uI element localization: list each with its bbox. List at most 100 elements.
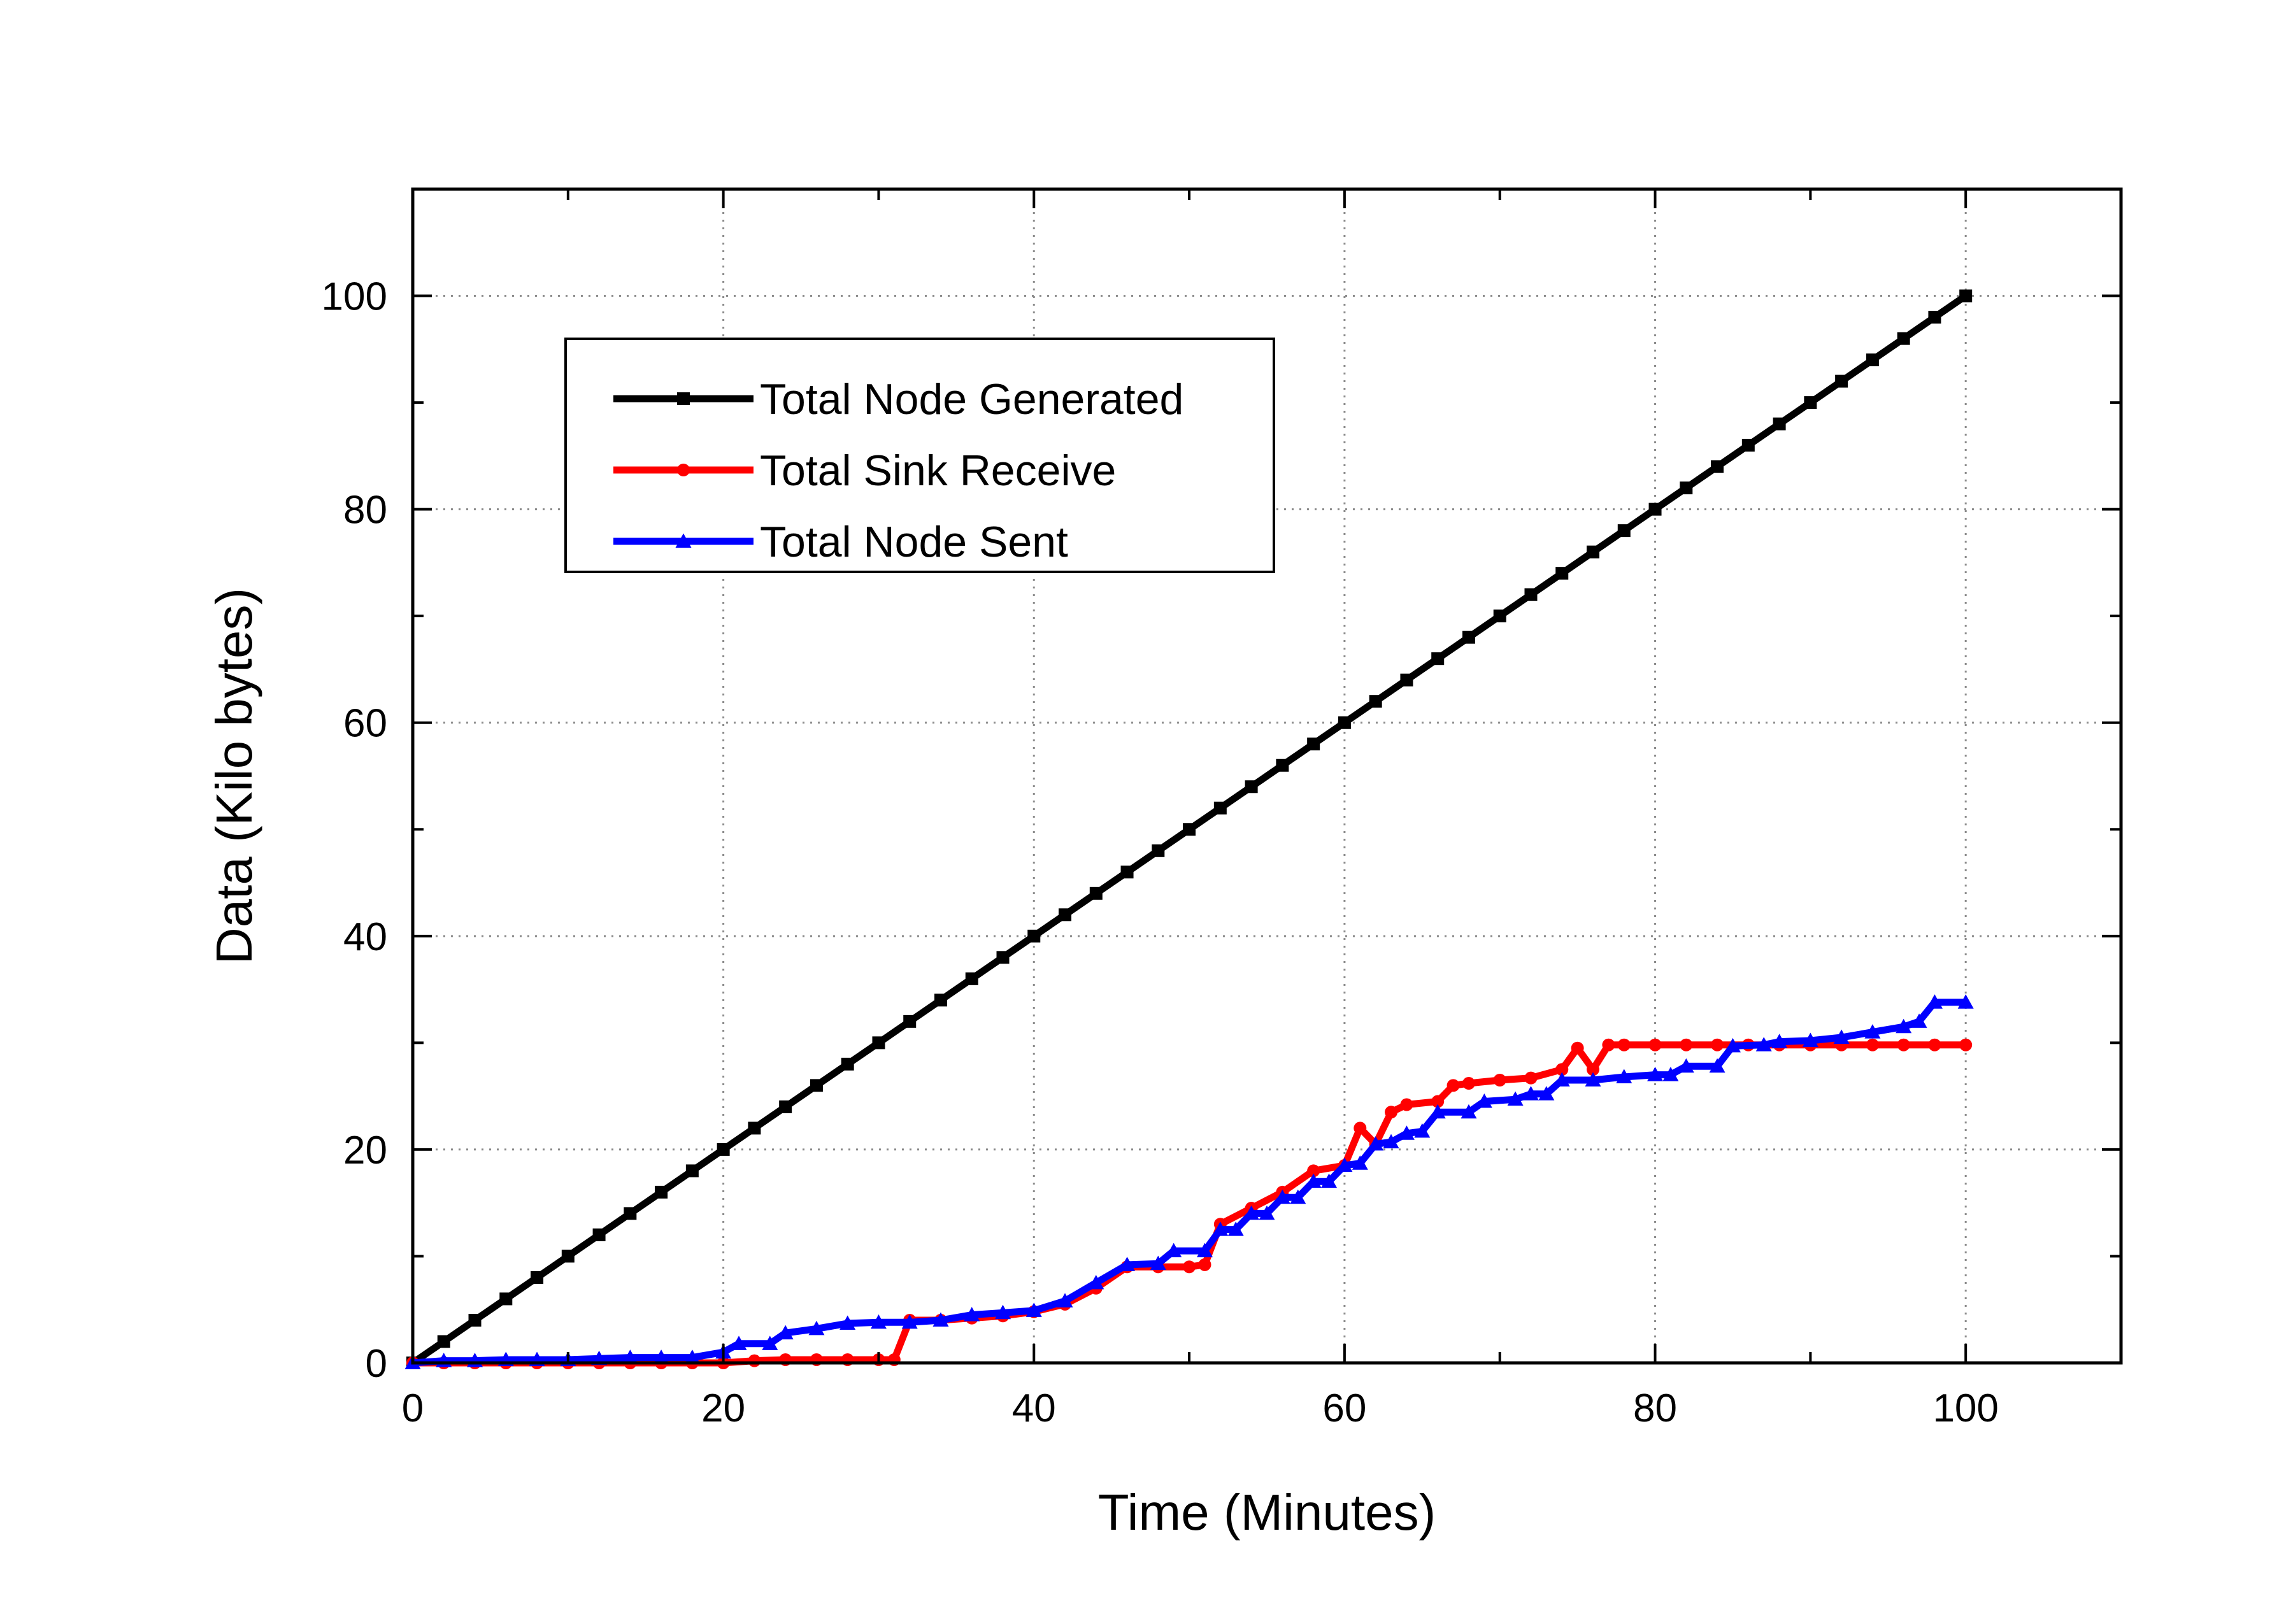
data-point-marker bbox=[1290, 1189, 1306, 1204]
data-point-marker bbox=[1431, 652, 1445, 666]
legend-label: Total Sink Receive bbox=[760, 446, 1116, 495]
data-point-marker bbox=[1711, 1038, 1724, 1051]
data-point-marker bbox=[1305, 1173, 1322, 1188]
data-point-marker bbox=[901, 1314, 918, 1329]
data-point-marker bbox=[1524, 1071, 1538, 1085]
data-point-marker bbox=[1959, 289, 1973, 303]
data-point-marker bbox=[1025, 1302, 1042, 1317]
data-point-marker bbox=[1227, 1222, 1244, 1236]
series-layer bbox=[404, 289, 1974, 1369]
data-point-marker bbox=[1276, 759, 1289, 772]
legend-item: Total Node Sent bbox=[613, 518, 1068, 566]
data-point-marker bbox=[995, 1304, 1011, 1320]
data-point-marker bbox=[1088, 1274, 1104, 1290]
data-point-marker bbox=[841, 1057, 854, 1071]
legend-label: Total Node Sent bbox=[760, 518, 1068, 566]
data-point-marker bbox=[1354, 1122, 1367, 1135]
data-point-marker bbox=[1959, 1038, 1973, 1051]
data-point-marker bbox=[1866, 353, 1879, 367]
data-point-marker bbox=[1662, 1067, 1679, 1081]
legend: Total Node Generated Total Sink Receive To… bbox=[564, 338, 1275, 573]
data-point-marker bbox=[1120, 865, 1134, 879]
data-point-marker bbox=[1587, 1063, 1600, 1076]
data-point-marker bbox=[1385, 1106, 1398, 1119]
data-point-marker bbox=[870, 1314, 887, 1329]
data-point-marker bbox=[872, 1036, 885, 1050]
legend-box bbox=[564, 338, 1275, 573]
data-point-marker bbox=[1554, 1072, 1570, 1087]
data-point-marker bbox=[1647, 1067, 1664, 1081]
y-tick-label: 40 bbox=[343, 915, 387, 959]
data-point-marker bbox=[1321, 1173, 1338, 1188]
data-point-marker bbox=[1150, 1255, 1166, 1271]
data-point-marker bbox=[1462, 630, 1475, 644]
data-point-marker bbox=[1507, 1091, 1524, 1106]
data-point-marker bbox=[1461, 1104, 1477, 1119]
data-point-marker bbox=[1213, 801, 1227, 815]
data-point-marker bbox=[779, 1100, 792, 1113]
data-point-marker bbox=[1198, 1258, 1211, 1271]
x-tick-label: 60 bbox=[1322, 1386, 1366, 1430]
series-square-group bbox=[406, 289, 1973, 1369]
data-point-marker bbox=[1493, 1074, 1506, 1087]
data-point-marker bbox=[1709, 1058, 1725, 1073]
data-point-marker bbox=[1602, 1038, 1615, 1051]
data-point-marker bbox=[1431, 1095, 1445, 1108]
axis-ticks: 0 20 40 60 80 100 0 20 40 60 80 100 bbox=[322, 188, 2122, 1430]
data-point-marker bbox=[685, 1164, 699, 1178]
x-tick-label: 20 bbox=[701, 1386, 745, 1430]
data-point-marker bbox=[1307, 737, 1320, 751]
data-point-marker bbox=[1400, 1098, 1413, 1111]
data-point-marker bbox=[624, 1207, 637, 1220]
data-point-marker bbox=[810, 1079, 823, 1092]
data-point-marker bbox=[777, 1325, 794, 1340]
data-point-marker bbox=[1864, 1024, 1881, 1039]
series-triangle-group bbox=[404, 994, 1974, 1369]
data-point-marker bbox=[1089, 887, 1103, 900]
data-point-marker bbox=[1711, 460, 1724, 473]
data-point-marker bbox=[1522, 1086, 1539, 1100]
plot-frame bbox=[411, 187, 2123, 1365]
x-axis-title: Time (Minutes) bbox=[1098, 1484, 1436, 1541]
data-point-marker bbox=[903, 1015, 917, 1028]
data-point-marker bbox=[1414, 1123, 1431, 1138]
y-tick-label: 100 bbox=[322, 275, 387, 319]
data-point-marker bbox=[531, 1271, 544, 1284]
data-point-marker bbox=[1555, 1063, 1569, 1076]
y-tick-label: 20 bbox=[343, 1129, 387, 1172]
data-point-marker bbox=[1429, 1104, 1446, 1119]
data-point-marker bbox=[1336, 1157, 1353, 1172]
data-point-marker bbox=[1383, 1134, 1399, 1149]
data-point-marker bbox=[934, 994, 947, 1007]
data-point-marker bbox=[1616, 1069, 1632, 1083]
y-tick-label: 0 bbox=[366, 1342, 387, 1386]
data-point-marker bbox=[1152, 844, 1165, 857]
legend-item: Total Node Generated bbox=[613, 375, 1183, 424]
data-point-marker bbox=[437, 1335, 450, 1348]
data-point-marker bbox=[1680, 1038, 1693, 1051]
data-point-marker bbox=[717, 1143, 730, 1156]
data-point-marker bbox=[1027, 929, 1041, 943]
data-point-marker bbox=[1957, 994, 1974, 1009]
data-point-marker bbox=[622, 1350, 638, 1364]
data-point-marker bbox=[1928, 311, 1941, 324]
data-point-marker bbox=[1166, 1243, 1182, 1258]
data-point-marker bbox=[1587, 545, 1600, 559]
data-point-marker bbox=[1059, 908, 1072, 922]
data-point-marker bbox=[839, 1315, 856, 1330]
data-point-marker bbox=[1243, 1205, 1260, 1220]
data-point-marker bbox=[1493, 609, 1506, 623]
data-point-marker bbox=[1835, 374, 1848, 388]
legend-label: Total Node Generated bbox=[760, 375, 1183, 424]
data-point-marker bbox=[1928, 1038, 1941, 1051]
data-point-marker bbox=[1212, 1222, 1229, 1236]
data-point-marker bbox=[1680, 481, 1693, 495]
data-point-marker bbox=[1804, 396, 1817, 410]
data-point-marker bbox=[1896, 1018, 1912, 1034]
data-point-marker bbox=[1571, 1041, 1584, 1055]
data-point-marker bbox=[1724, 1037, 1741, 1053]
data-point-marker bbox=[1585, 1072, 1601, 1087]
data-point-marker bbox=[808, 1320, 825, 1336]
data-point-marker bbox=[1755, 1037, 1772, 1051]
